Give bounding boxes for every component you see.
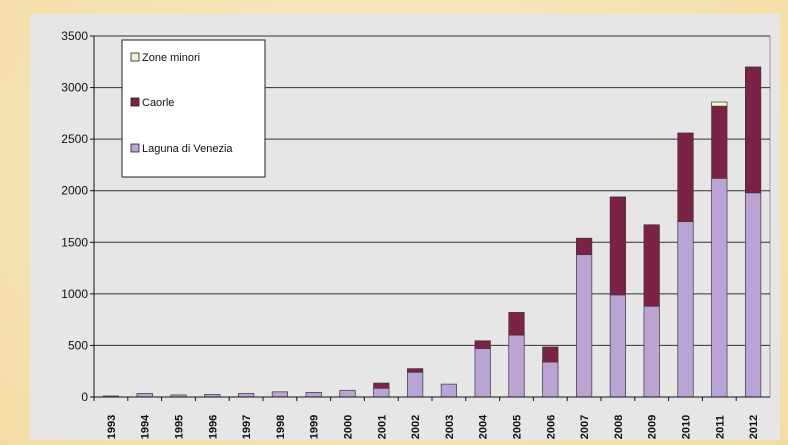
x-tick-label: 1993 (106, 415, 118, 439)
x-tick-label: 2012 (748, 415, 760, 439)
bar-segment-laguna (238, 393, 255, 398)
x-tick-label: 2005 (512, 415, 524, 439)
legend-swatch-laguna (130, 143, 140, 153)
legend-swatch-caorle (130, 97, 140, 107)
bar-segment-caorle (609, 196, 627, 296)
bar-segment-laguna (407, 371, 424, 398)
bar-segment-laguna (440, 383, 457, 398)
legend-label-caorle: Caorle (142, 97, 174, 109)
bar-segment-laguna (643, 305, 660, 398)
x-tick-label: 2001 (376, 415, 388, 439)
legend-swatch-zone_minori (130, 52, 140, 62)
x-tick-label: 2003 (444, 415, 456, 439)
bar-segment-laguna (744, 192, 762, 398)
bar-segment-laguna (711, 177, 728, 398)
bar-segment-caorle (407, 368, 424, 373)
bar-segment-caorle (711, 105, 728, 179)
bar-segment-caorle (744, 66, 762, 194)
bar-segment-laguna (474, 348, 491, 398)
y-tick-label: 1000 (61, 287, 88, 301)
y-tick-label: 2000 (61, 184, 88, 198)
x-tick-label: 2006 (545, 415, 557, 439)
x-tick-label: 2002 (410, 415, 422, 439)
bar-segment-laguna (373, 387, 390, 398)
bar-segment-laguna (542, 361, 559, 398)
y-tick-label: 500 (68, 338, 88, 352)
y-tick-label: 0 (81, 390, 88, 404)
y-tick-label: 3000 (61, 81, 88, 95)
x-tick-label: 2009 (647, 415, 659, 439)
x-tick-label: 2000 (343, 415, 355, 439)
bar-segment-laguna (271, 391, 288, 398)
x-tick-label: 2010 (681, 415, 693, 439)
y-tick-label: 2500 (61, 132, 88, 146)
y-tick-label: 3500 (61, 29, 88, 43)
bar-segment-caorle (643, 224, 660, 307)
x-tick-label: 2008 (613, 415, 625, 439)
y-tick-label: 1500 (61, 235, 88, 249)
x-tick-label: 1994 (140, 414, 152, 439)
x-tick-label: 1995 (174, 415, 186, 439)
bar-segment-zone_minori (711, 101, 728, 107)
bar-segment-laguna (339, 389, 356, 398)
x-tick-label: 2007 (579, 415, 591, 439)
x-tick-label: 1999 (309, 415, 321, 439)
legend-label-zone_minori: Zone minori (142, 52, 200, 64)
bar-segment-laguna (575, 254, 593, 398)
bar-segment-laguna (609, 294, 627, 398)
bar-segment-caorle (677, 132, 694, 223)
bar-segment-laguna (677, 221, 694, 398)
x-tick-label: 1996 (207, 415, 219, 439)
x-tick-label: 2004 (478, 414, 490, 439)
x-tick-label: 1998 (275, 415, 287, 439)
bar-segment-caorle (542, 346, 559, 363)
bar-segment-caorle (373, 382, 390, 389)
bar-segment-caorle (575, 237, 593, 256)
legend-box (121, 39, 266, 178)
bar-segment-laguna (508, 334, 525, 398)
legend-label-laguna: Laguna di Venezia (142, 143, 233, 155)
x-tick-label: 1997 (241, 415, 253, 439)
bar-segment-laguna (136, 393, 153, 398)
bar-segment-caorle (508, 312, 525, 336)
bar-segment-caorle (474, 340, 491, 349)
x-tick-label: 2011 (714, 415, 726, 439)
bar-segment-laguna (305, 392, 322, 398)
